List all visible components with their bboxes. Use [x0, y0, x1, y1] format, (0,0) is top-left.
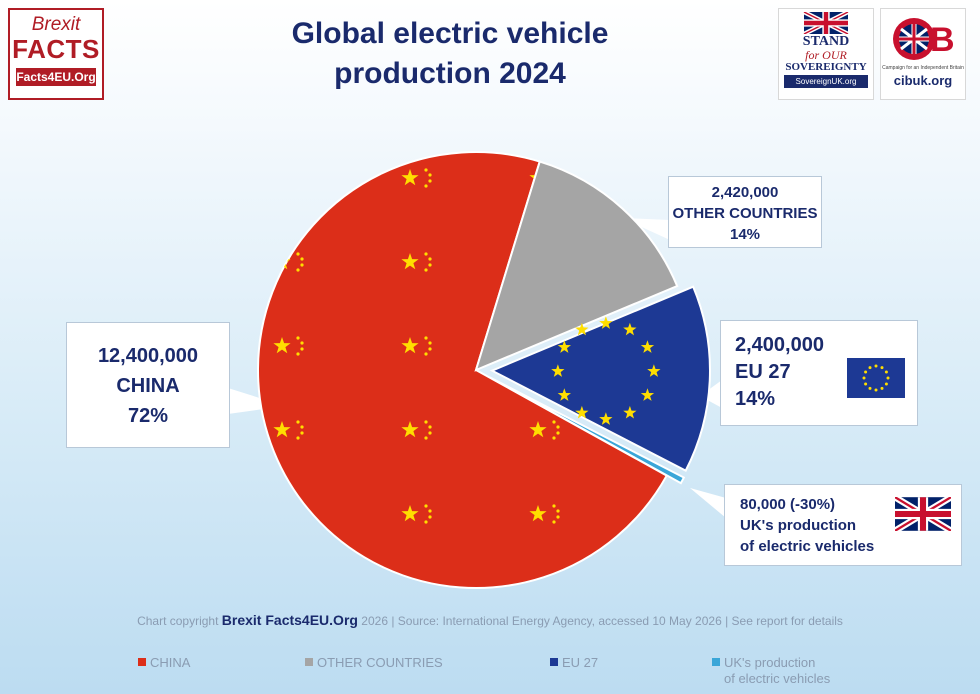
eu-callout: 2,400,000 EU 27 14%: [720, 320, 918, 426]
china-label: CHINA: [116, 375, 180, 397]
eu-star: [599, 316, 613, 329]
copyright-brand: Brexit Facts4EU.Org: [221, 612, 358, 628]
legend-swatch-uk: [712, 658, 720, 666]
eu-stars-ring: [551, 316, 661, 425]
cib-url: cibuk.org: [893, 73, 953, 88]
china-flag-pattern: [257, 152, 667, 589]
copyright-source: 2026 | Source: International Energy Agen…: [361, 614, 843, 628]
logo-facts-word: FACTS: [12, 34, 100, 64]
brexit-facts-logo: Brexit FACTS Facts4EU.Org: [8, 8, 104, 100]
eu-star: [551, 364, 565, 377]
eu-flag-star: [884, 370, 888, 374]
eu-flag-star: [884, 382, 888, 386]
stand-line-2: for OUR: [805, 48, 847, 62]
eu-star: [575, 322, 589, 336]
logo-brexit-word: Brexit: [31, 14, 81, 35]
eu-star: [640, 388, 655, 401]
eu-label: EU 27: [735, 361, 791, 383]
eu-star: [575, 405, 589, 419]
stand-line-1: STAND: [802, 34, 850, 49]
legend-item-eu27: EU 27: [550, 655, 598, 671]
uk-label-line-1: UK's production: [740, 517, 857, 534]
other-label: OTHER COUNTRIES: [672, 205, 818, 222]
legend-label-eu: EU 27: [562, 655, 599, 670]
eu-star: [623, 322, 637, 336]
copyright-prefix: Chart copyright: [137, 614, 219, 628]
eu-flag-star: [862, 376, 866, 380]
stand-url: SovereignUK.org: [784, 75, 868, 88]
title-line-2: production 2024: [334, 57, 566, 90]
cib-mark-icon: B: [893, 18, 955, 60]
eu-flag-star: [868, 366, 872, 370]
eu-star: [557, 388, 571, 401]
uk-callout: 80,000 (-30%) UK's production of electri…: [724, 484, 962, 566]
legend-swatch-other: [305, 658, 313, 666]
copyright-line: Chart copyright Brexit Facts4EU.Org 2026…: [0, 612, 980, 628]
legend-label-china: CHINA: [150, 655, 191, 670]
legend-label-uk-2: of electric vehicles: [724, 671, 831, 686]
logo-url: Facts4EU.Org: [16, 68, 96, 86]
eu-flag-icon: [847, 358, 905, 398]
eu-flag-star: [886, 376, 890, 380]
union-jack-icon: [803, 12, 849, 34]
other-percent: 14%: [729, 226, 761, 243]
legend-item-other-countries: OTHER COUNTRIES: [305, 655, 443, 671]
legend-label-uk-1: UK's production: [724, 655, 816, 670]
eu-callout-pointer: [700, 380, 722, 408]
china-value: 12,400,000: [97, 345, 199, 367]
eu-star: [599, 412, 613, 425]
eu-flag-star: [880, 386, 884, 390]
cib-tagline: Campaign for an Independent Britain: [882, 65, 964, 71]
eu-value: 2,400,000: [735, 334, 824, 356]
legend-swatch-eu: [550, 658, 558, 666]
other-value: 2,420,000: [711, 184, 779, 201]
cib-b-glyph: B: [930, 21, 955, 59]
eu-flag-star: [874, 388, 878, 392]
cib-logo: B Campaign for an Independent Britain ci…: [880, 8, 966, 100]
stand-line-3: SOVEREIGNTY: [785, 61, 867, 73]
eu-flag-star: [868, 386, 872, 390]
pie-slice-eu27: [489, 285, 711, 472]
eu-star: [623, 405, 637, 419]
eu-flag-star: [874, 364, 878, 368]
uk-callout-pointer: [690, 488, 726, 518]
stand-for-our-sovereignty-logo: STAND for OUR SOVEREIGNTY SovereignUK.or…: [778, 8, 874, 100]
eu-star: [640, 340, 655, 353]
uk-value: 80,000 (-30%): [740, 496, 836, 513]
title-line-1: Global electric vehicle: [291, 17, 609, 50]
pie-slice-uk: [489, 376, 686, 485]
legend-item-china: CHINA: [138, 655, 190, 671]
eu-flag-star: [864, 370, 868, 374]
china-percent: 72%: [127, 405, 169, 427]
other-countries-callout: 2,420,000 OTHER COUNTRIES 14%: [668, 176, 822, 248]
eu-flag-star: [864, 382, 868, 386]
legend-swatch-china: [138, 658, 146, 666]
eu-percent: 14%: [735, 388, 776, 410]
uk-label-line-2: of electric vehicles: [740, 538, 875, 555]
eu-star: [557, 340, 571, 353]
legend-label-other: OTHER COUNTRIES: [317, 655, 443, 670]
eu-star: [647, 364, 661, 377]
legend-item-uk: UK's production of electric vehicles: [712, 655, 830, 687]
uk-flag-icon: [895, 497, 951, 531]
chart-title: Global electric vehicle production 2024: [240, 14, 660, 94]
china-callout: 12,400,000 CHINA 72%: [66, 322, 230, 448]
pie-slice-other-countries: [474, 160, 679, 372]
eu-flag-star: [880, 366, 884, 370]
